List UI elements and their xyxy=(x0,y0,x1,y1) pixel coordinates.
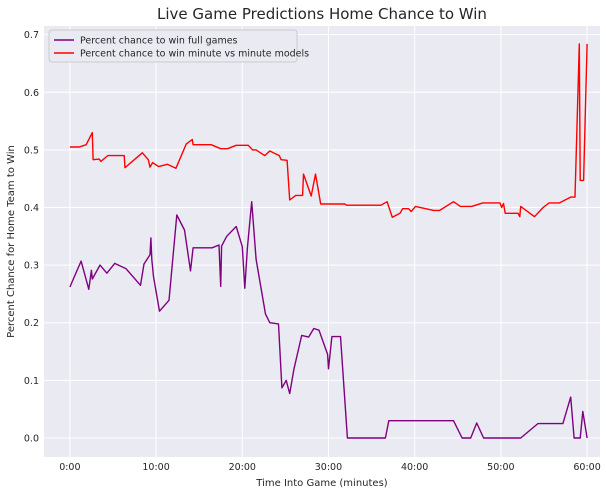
series-line-1 xyxy=(69,43,588,218)
plot-area xyxy=(44,26,600,457)
legend: Percent chance to win full games Percent… xyxy=(48,29,309,63)
y-tick-label: 0.5 xyxy=(24,145,39,156)
x-tick-label: 30:00 xyxy=(315,462,342,473)
legend-label-full-games: Percent chance to win full games xyxy=(80,36,238,47)
y-tick-label: 0.1 xyxy=(24,376,39,387)
y-tick-label: 0.4 xyxy=(24,203,39,214)
x-tick-label: 40:00 xyxy=(401,462,428,473)
x-axis-ticks: 0:00 10:00 20:00 30:00 40:00 50:00 60:00 xyxy=(59,462,601,473)
series-lines xyxy=(69,43,588,439)
y-tick-label: 0.6 xyxy=(24,88,39,99)
grid-lines xyxy=(44,26,600,457)
y-axis-ticks: 0.0 0.1 0.2 0.3 0.4 0.5 0.6 0.7 xyxy=(24,30,39,444)
y-tick-label: 0.3 xyxy=(24,261,39,272)
x-tick-label: 60:00 xyxy=(573,462,600,473)
x-tick-label: 50:00 xyxy=(487,462,514,473)
x-tick-label: 0:00 xyxy=(59,462,80,473)
x-tick-label: 20:00 xyxy=(229,462,256,473)
chart-title: Live Game Predictions Home Chance to Win xyxy=(157,5,487,23)
y-axis-label: Percent Chance for Home Team to Win xyxy=(6,145,17,338)
legend-label-minute-models: Percent chance to win minute vs minute m… xyxy=(80,49,309,60)
x-tick-label: 10:00 xyxy=(142,462,169,473)
x-axis-label: Time Into Game (minutes) xyxy=(255,478,387,489)
y-tick-label: 0.2 xyxy=(24,318,39,329)
legend-box xyxy=(48,29,298,63)
y-tick-label: 0.0 xyxy=(24,433,39,444)
y-tick-label: 0.7 xyxy=(24,30,39,41)
series-line-0 xyxy=(69,201,588,439)
